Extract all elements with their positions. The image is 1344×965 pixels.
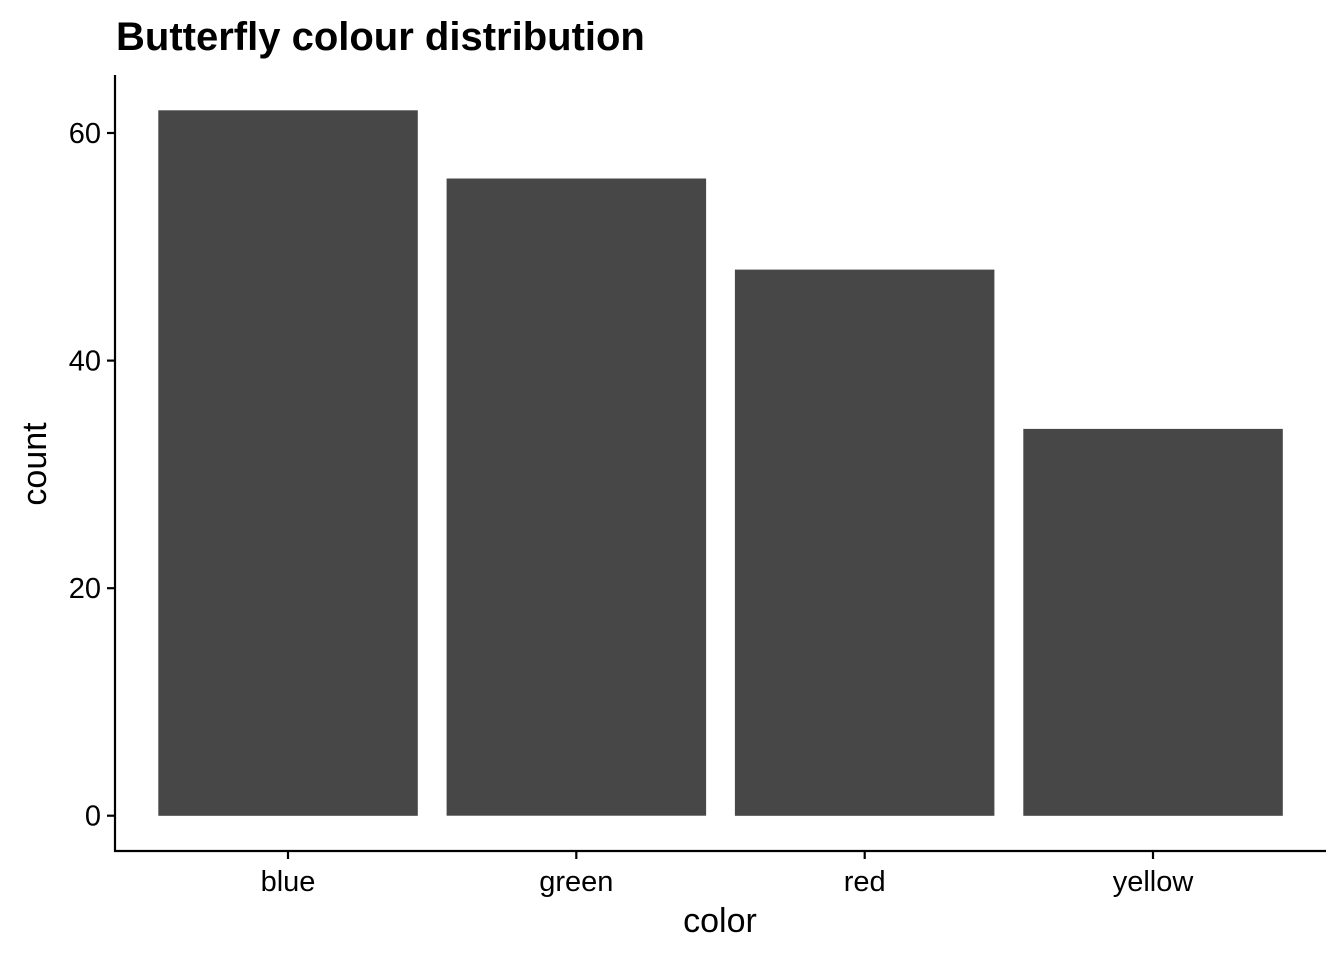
axes-layer: [113, 75, 1326, 853]
x-tick-label-yellow: yellow: [1113, 866, 1195, 898]
x-tick-label-green: green: [539, 866, 613, 898]
y-tick-label-20: 20: [69, 573, 101, 605]
x-axis-title: color: [683, 902, 757, 940]
bar-blue: [158, 110, 418, 816]
y-tick-label-60: 60: [69, 118, 101, 150]
bar-yellow: [1023, 428, 1283, 816]
bar-green: [446, 178, 707, 816]
bars-layer: [158, 110, 1283, 816]
y-tick-label-0: 0: [85, 801, 101, 833]
x-tick-label-red: red: [844, 866, 886, 898]
y-tick-label-40: 40: [69, 346, 101, 378]
bar-red: [734, 269, 995, 816]
y-ticks-layer: 0 20 40 60: [69, 118, 115, 833]
chart-title: Butterfly colour distribution: [116, 15, 645, 59]
y-axis-title: count: [16, 422, 54, 506]
x-ticks-layer: blue green red yellow: [261, 851, 1195, 898]
x-tick-label-blue: blue: [261, 866, 316, 898]
